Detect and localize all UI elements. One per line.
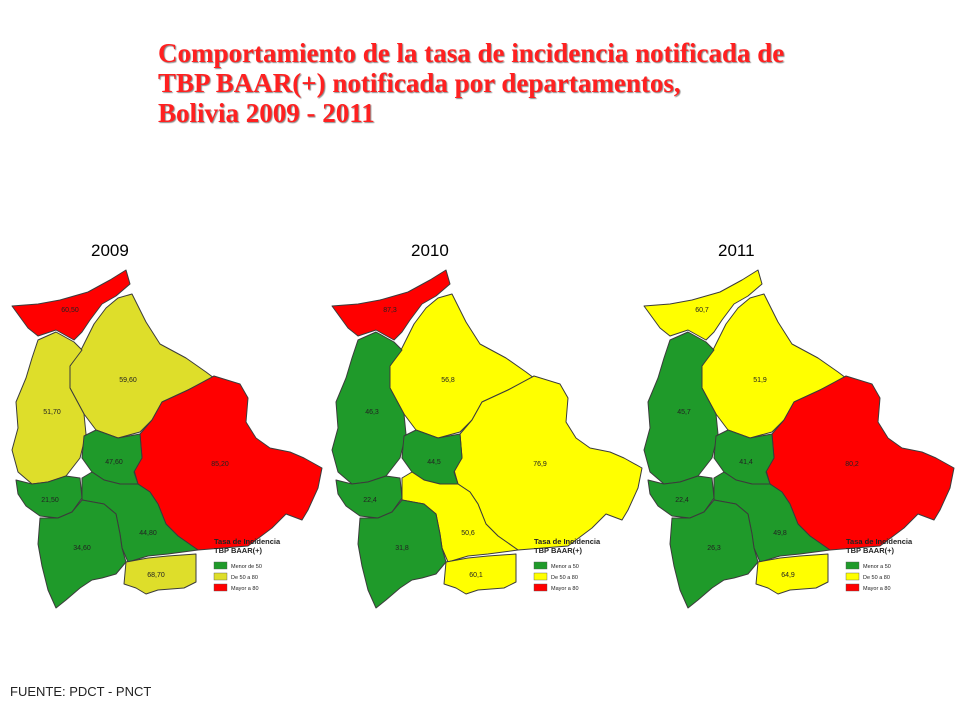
legend-swatch-menor [845,561,860,570]
map-svg-2009: 60,50 59,60 51,70 85,20 47,60 21,50 44,80 34,60… [11,269,323,609]
department-la-paz-north-2011 [643,331,719,485]
rate-label-chuquisaca-2009: 44,80 [139,530,157,537]
rate-label-beni-2010: 56,8 [441,377,455,384]
rate-label-pando-2010: 87,3 [383,307,397,314]
legend-title-line-1: Tasa de Incidencia [846,537,913,546]
rate-label-tarija-2009: 68,70 [147,572,165,579]
legend-label-medio: De 50 a 80 [551,575,578,581]
legend-label-mayor: Mayor a 80 [863,586,891,592]
year-label-2010: 2010 [411,241,449,260]
legend-label-menor: Menor a 50 [551,564,579,570]
rate-label-cochabamba-2009: 47,60 [105,459,123,466]
department-pando-2009 [11,269,131,341]
slide-title: Comportamiento de la tasa de incidencia … [158,38,918,128]
title-line-3: Bolivia 2009 - 2011 [158,98,375,128]
year-label-2009: 2009 [91,241,129,260]
legend-swatch-menor [213,561,228,570]
department-oruro-2011 [647,475,715,519]
rate-label-tarija-2010: 60,1 [469,572,483,579]
legend-label-menor: Menor a 50 [863,564,891,570]
rate-label-oruro-2011: 22,4 [675,497,689,504]
rate-label-oruro-2009: 21,50 [41,497,59,504]
legend-swatch-medio [213,572,228,581]
legend-swatch-mayor [845,583,860,592]
rate-label-santa-cruz-2009: 85,20 [211,461,229,468]
rate-label-potosi-2011: 26,3 [707,545,721,552]
legend-swatch-menor [533,561,548,570]
map-svg-2010: 87,3 56,8 46,3 76,9 44,5 22,4 50,6 31,8 60,1 Tasa… [331,269,643,609]
legend-title-line-2: TBP BAAR(+) [214,546,262,555]
rate-label-beni-2009: 59,60 [119,377,137,384]
rate-label-santa-cruz-2011: 80,2 [845,461,859,468]
rate-label-cochabamba-2011: 41,4 [739,459,753,466]
department-tarija-2011 [755,553,829,595]
legend-label-menor: Menor de 50 [231,564,262,570]
legend-swatch-mayor [533,583,548,592]
legend-swatch-mayor [213,583,228,592]
source-note: FUENTE: PDCT - PNCT [10,684,152,699]
title-line-1: Comportamiento de la tasa de incidencia … [158,38,785,68]
department-tarija-2009 [123,553,197,595]
rate-label-beni-2011: 51,9 [753,377,767,384]
rate-label-chuquisaca-2010: 50,6 [461,530,475,537]
rate-label-oruro-2010: 22,4 [363,497,377,504]
department-potosi-2011 [669,499,759,609]
rate-label-chuquisaca-2011: 49,8 [773,530,787,537]
legend-label-medio: De 50 a 80 [231,575,258,581]
rate-label-la-paz-north-2009: 51,70 [43,409,61,416]
rate-label-santa-cruz-2010: 76,9 [533,461,547,468]
rate-label-la-paz-north-2011: 45,7 [677,409,691,416]
rate-label-potosi-2010: 31,8 [395,545,409,552]
legend-label-medio: De 50 a 80 [863,575,890,581]
year-label-2011: 2011 [718,241,755,260]
department-pando-2010 [331,269,451,341]
legend-label-mayor: Mayor a 80 [231,586,259,592]
department-la-paz-north-2010 [331,331,407,485]
legend-swatch-medio [533,572,548,581]
legend-title-line-1: Tasa de Incidencia [214,537,281,546]
legend-label-mayor: Mayor a 80 [551,586,579,592]
department-cochabamba-2011 [713,429,775,485]
department-potosi-2009 [37,499,127,609]
department-cochabamba-2010 [401,429,463,485]
map-2009: 60,50 59,60 51,70 85,20 47,60 21,50 44,80 34,60… [8,262,328,614]
rate-label-tarija-2011: 64,9 [781,572,795,579]
legend-title-line-1: Tasa de Incidencia [534,537,601,546]
legend-title-line-2: TBP BAAR(+) [534,546,582,555]
title-line-2: TBP BAAR(+) notificada por departamentos… [158,68,681,98]
rate-label-la-paz-north-2010: 46,3 [365,409,379,416]
department-la-paz-north-2009 [11,331,87,485]
map-2011: 60,7 51,9 45,7 80,2 41,4 22,4 49,8 26,3 64,9 Tasa… [640,262,960,614]
rate-label-pando-2011: 60,7 [695,307,709,314]
department-cochabamba-2009 [81,429,143,485]
rate-label-cochabamba-2010: 44,5 [427,459,441,466]
map-svg-2011: 60,7 51,9 45,7 80,2 41,4 22,4 49,8 26,3 64,9 Tasa… [643,269,955,609]
rate-label-pando-2009: 60,50 [61,307,79,314]
department-oruro-2010 [335,475,403,519]
legend-swatch-medio [845,572,860,581]
department-pando-2011 [643,269,763,341]
rate-label-potosi-2009: 34,60 [73,545,91,552]
legend-title-line-2: TBP BAAR(+) [846,546,894,555]
map-2010: 87,3 56,8 46,3 76,9 44,5 22,4 50,6 31,8 60,1 Tasa… [328,262,648,614]
department-tarija-2010 [443,553,517,595]
department-oruro-2009 [15,475,83,519]
department-potosi-2010 [357,499,447,609]
